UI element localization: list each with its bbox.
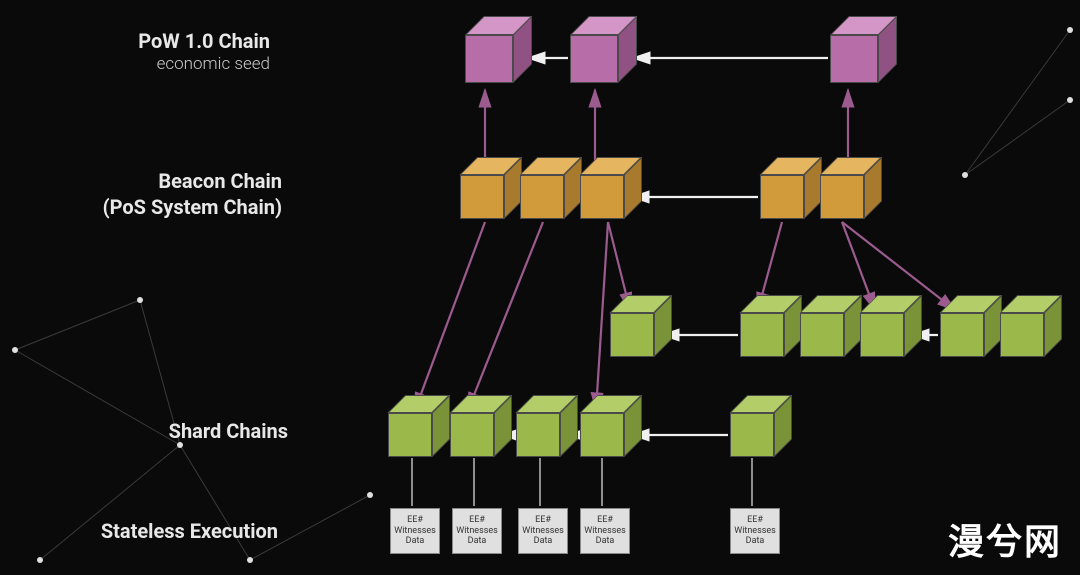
beacon-cube-2 [580, 175, 624, 219]
stateless-title: Stateless Execution [101, 518, 278, 544]
pow-label: PoW 1.0 Chain economic seed [138, 28, 270, 74]
beacon-label: Beacon Chain (PoS System Chain) [103, 168, 282, 220]
stateless-label: Stateless Execution [101, 518, 278, 544]
pow-cube-1 [570, 35, 618, 83]
shard-upper-cube-0 [610, 313, 654, 357]
shard-lower-cube-4 [730, 413, 774, 457]
beacon-cube-4 [820, 175, 864, 219]
shard-lower-cube-3 [580, 413, 624, 457]
background-network [0, 0, 1080, 575]
pow-title: PoW 1.0 Chain [138, 28, 270, 54]
shard-upper-cube-4 [940, 313, 984, 357]
shard-title: Shard Chains [169, 418, 288, 444]
ee-box-3: EE#WitnessesData [580, 508, 630, 554]
shard-lower-cube-2 [516, 413, 560, 457]
beacon-cube-1 [520, 175, 564, 219]
watermark: 漫兮网 [948, 513, 1062, 565]
shard-upper-cube-1 [740, 313, 784, 357]
shard-upper-cube-5 [1000, 313, 1044, 357]
shard-lower-cube-1 [450, 413, 494, 457]
ee-box-2: EE#WitnessesData [518, 508, 568, 554]
ee-box-4: EE#WitnessesData [730, 508, 780, 554]
shard-label: Shard Chains [169, 418, 288, 444]
shard-upper-cube-2 [800, 313, 844, 357]
beacon-cube-3 [760, 175, 804, 219]
beacon-cube-0 [460, 175, 504, 219]
shard-upper-cube-3 [860, 313, 904, 357]
ee-box-1: EE#WitnessesData [452, 508, 502, 554]
pow-cube-2 [830, 35, 878, 83]
ee-box-0: EE#WitnessesData [390, 508, 440, 554]
beacon-line2: (PoS System Chain) [103, 194, 282, 220]
pow-cube-0 [465, 35, 513, 83]
shard-lower-cube-0 [388, 413, 432, 457]
beacon-line1: Beacon Chain [103, 168, 282, 194]
pow-subtitle: economic seed [138, 54, 270, 74]
